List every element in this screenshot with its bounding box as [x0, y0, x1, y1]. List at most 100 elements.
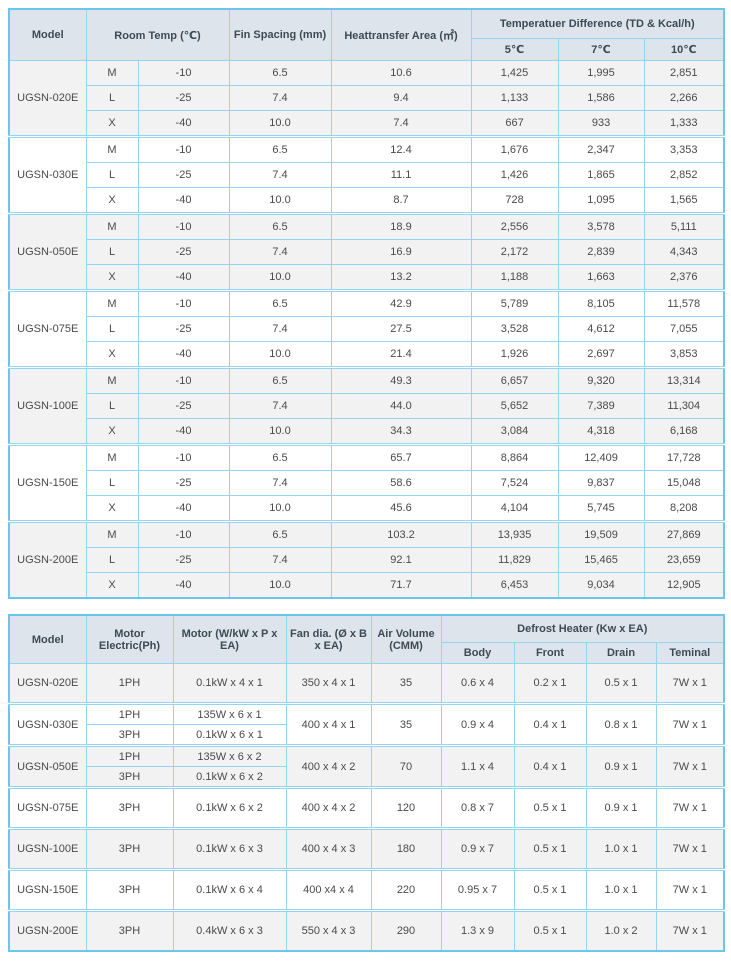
heat-area-cell: 12.4 — [330, 135, 472, 163]
td-5c-cell: 1,133 — [470, 85, 559, 111]
fin-spacing-cell: 6.5 — [228, 443, 332, 471]
heat-area-cell: 9.4 — [330, 85, 472, 111]
air-volume-cell: 120 — [370, 786, 442, 829]
table-row: X -40 10.0 21.4 1,926 2,697 3,853 — [9, 341, 725, 368]
class-cell: X — [85, 572, 139, 599]
fin-spacing-cell: 10.0 — [228, 572, 332, 599]
td-10c-cell: 6,168 — [643, 418, 725, 445]
drain-heater-cell: 1.0 x 1 — [585, 868, 657, 911]
header-td-7c: 7℃ — [557, 38, 645, 61]
header-defrost-front: Front — [513, 642, 587, 664]
fin-spacing-cell: 10.0 — [228, 264, 332, 291]
table-row: UGSN-100E 3PH 0.1kW x 6 x 3 400 x 4 x 3 180 0… — [8, 827, 725, 870]
model-cell: UGSN-200E — [8, 909, 87, 952]
table-row: UGSN-075E M -10 6.5 42.9 5,789 8,105 11,578 — [8, 289, 725, 368]
drain-heater-cell: 0.9 x 1 — [585, 744, 657, 788]
body-heater-cell: 0.6 x 4 — [440, 663, 515, 704]
motor-cell: 0.1kW x 4 x 1 — [172, 663, 287, 704]
model-cell: UGSN-075E — [8, 786, 87, 829]
phase-cell: 1PH — [85, 744, 174, 767]
heat-area-cell: 44.0 — [330, 393, 472, 419]
td-10c-cell: 5,111 — [643, 212, 725, 240]
fin-spacing-cell: 7.4 — [228, 470, 332, 496]
td-7c-cell: 1,995 — [557, 60, 645, 86]
fin-spacing-cell: 7.4 — [228, 239, 332, 265]
room-temp-cell: -40 — [137, 187, 230, 214]
class-cell: M — [85, 60, 139, 86]
room-temp-cell: -25 — [137, 316, 230, 342]
heat-area-cell: 8.7 — [330, 187, 472, 214]
td-5c-cell: 8,864 — [470, 443, 559, 471]
room-temp-cell: -10 — [137, 135, 230, 163]
td-7c-cell: 1,663 — [557, 264, 645, 291]
table-row: X -40 10.0 13.2 1,188 1,663 2,376 — [9, 264, 725, 291]
motor-cell: 135W x 6 x 2 — [172, 744, 287, 767]
front-heater-cell: 0.5 x 1 — [513, 868, 587, 911]
fin-spacing-cell: 6.5 — [228, 520, 332, 548]
td-5c-cell: 728 — [470, 187, 559, 214]
fin-spacing-cell: 10.0 — [228, 418, 332, 445]
room-temp-cell: -40 — [137, 495, 230, 522]
room-temp-cell: -10 — [137, 520, 230, 548]
table-row: UGSN-150E 3PH 0.1kW x 6 x 4 400 x4 x 4 220 0.… — [8, 868, 725, 911]
td-7c-cell: 4,318 — [557, 418, 645, 445]
fan-dia-cell: 400 x 4 x 1 — [285, 702, 372, 746]
header-td-10c: 10℃ — [643, 38, 725, 61]
drain-heater-cell: 0.9 x 1 — [585, 786, 657, 829]
td-7c-cell: 4,612 — [557, 316, 645, 342]
class-cell: M — [85, 520, 139, 548]
model-cell: UGSN-100E — [8, 827, 87, 870]
td-7c-cell: 15,465 — [557, 547, 645, 573]
room-temp-cell: -40 — [137, 572, 230, 599]
motor-cell: 0.1kW x 6 x 4 — [172, 868, 287, 911]
table-row: X -40 10.0 45.6 4,104 5,745 8,208 — [9, 495, 725, 522]
td-10c-cell: 2,851 — [643, 60, 725, 86]
td-10c-cell: 7,055 — [643, 316, 725, 342]
header-defrost-drain: Drain — [585, 642, 657, 664]
model-cell: UGSN-150E — [8, 443, 87, 522]
air-volume-cell: 70 — [370, 744, 442, 788]
room-temp-cell: -25 — [137, 162, 230, 188]
class-cell: M — [85, 366, 139, 394]
td-7c-cell: 1,586 — [557, 85, 645, 111]
motor-group: UGSN-075E 3PH 0.1kW x 6 x 2 400 x 4 x 2 120 0… — [8, 786, 725, 829]
table-row: 3PH 0.1kW x 6 x 1 — [9, 724, 724, 746]
td-10c-cell: 17,728 — [643, 443, 725, 471]
motor-group: UGSN-200E 3PH 0.4kW x 6 x 3 550 x 4 x 3 290 1… — [8, 909, 725, 952]
class-cell: X — [85, 264, 139, 291]
room-temp-cell: -10 — [137, 366, 230, 394]
header-td-group: Temperatuer Difference (TD & Kcal/h) — [470, 8, 725, 39]
td-7c-cell: 2,839 — [557, 239, 645, 265]
td-5c-cell: 6,657 — [470, 366, 559, 394]
motor-group: UGSN-030E 1PH 135W x 6 x 1 400 x 4 x 1 35 0.9… — [8, 702, 725, 746]
motor-group: UGSN-050E 1PH 135W x 6 x 2 400 x 4 x 2 70 1.1… — [8, 744, 725, 788]
body-heater-cell: 0.8 x 7 — [440, 786, 515, 829]
room-temp-cell: -25 — [137, 239, 230, 265]
td-7c-cell: 9,320 — [557, 366, 645, 394]
room-temp-cell: -10 — [137, 212, 230, 240]
heat-area-cell: 27.5 — [330, 316, 472, 342]
table-row: UGSN-100E M -10 6.5 49.3 6,657 9,320 13,314 — [8, 366, 725, 445]
header-model: Model — [8, 614, 87, 664]
motor-group: UGSN-100E 3PH 0.1kW x 6 x 3 400 x 4 x 3 180 0… — [8, 827, 725, 870]
heat-area-cell: 58.6 — [330, 470, 472, 496]
motor-cell: 0.1kW x 6 x 3 — [172, 827, 287, 870]
td-10c-cell: 15,048 — [643, 470, 725, 496]
table-row: UGSN-030E M -10 6.5 12.4 1,676 2,347 3,353 — [8, 135, 725, 214]
heat-area-cell: 49.3 — [330, 366, 472, 394]
motor-cell: 135W x 6 x 1 — [172, 702, 287, 725]
motor-cell: 0.4kW x 6 x 3 — [172, 909, 287, 952]
heat-area-cell: 13.2 — [330, 264, 472, 291]
td-5c-cell: 3,084 — [470, 418, 559, 445]
body-heater-cell: 0.9 x 4 — [440, 702, 515, 746]
td-10c-cell: 11,304 — [643, 393, 725, 419]
body-heater-cell: 0.9 x 7 — [440, 827, 515, 870]
fin-spacing-cell: 6.5 — [228, 212, 332, 240]
capacity-group: UGSN-200E M -10 6.5 103.2 13,935 19,509 27,869 L… — [8, 520, 725, 599]
room-temp-cell: -40 — [137, 110, 230, 137]
room-temp-cell: -25 — [137, 470, 230, 496]
table-row: 3PH 0.1kW x 6 x 2 — [9, 766, 724, 788]
drain-heater-cell: 0.5 x 1 — [585, 663, 657, 704]
td-5c-cell: 1,426 — [470, 162, 559, 188]
